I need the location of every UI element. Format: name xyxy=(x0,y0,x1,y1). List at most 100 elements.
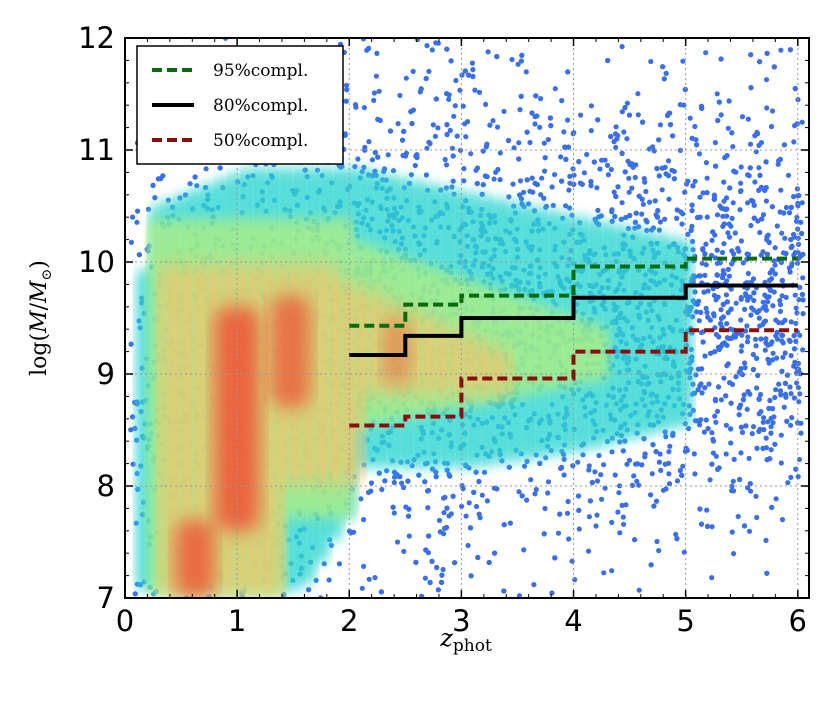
scatter-point xyxy=(371,90,377,96)
scatter-point xyxy=(549,184,555,190)
scatter-point xyxy=(618,216,624,222)
scatter-point xyxy=(470,73,476,80)
scatter-point xyxy=(313,577,319,583)
scatter-point xyxy=(670,432,676,438)
scatter-point xyxy=(753,493,759,499)
scatter-point xyxy=(529,175,535,181)
scatter-point xyxy=(565,144,572,150)
scatter-point xyxy=(662,429,668,435)
scatter-point xyxy=(630,164,636,170)
scatter-point xyxy=(757,323,763,329)
scatter-point xyxy=(587,498,594,504)
y-axis-label-prefix: log( xyxy=(27,333,52,376)
scatter-point xyxy=(487,122,493,128)
scatter-point xyxy=(731,456,737,462)
scatter-point xyxy=(746,455,752,461)
y-tick-label: 12 xyxy=(78,21,115,55)
y-tick-label: 8 xyxy=(97,469,115,503)
x-axis-label: zphot xyxy=(439,624,492,656)
scatter-point xyxy=(132,591,138,597)
scatter-point xyxy=(665,173,672,179)
scatter-point xyxy=(746,528,753,534)
scatter-point xyxy=(486,559,492,566)
scatter-point xyxy=(724,363,730,369)
scatter-point xyxy=(782,350,788,356)
scatter-point xyxy=(791,346,798,352)
scatter-point xyxy=(757,229,763,236)
scatter-point xyxy=(624,100,631,106)
legend-label-80: 80%compl. xyxy=(213,96,308,116)
scatter-point xyxy=(567,173,573,179)
scatter-point xyxy=(369,157,375,163)
scatter-point xyxy=(155,176,161,182)
scatter-point xyxy=(550,202,556,209)
scatter-point xyxy=(521,547,527,553)
scatter-point xyxy=(748,52,754,58)
scatter-point xyxy=(430,122,436,128)
scatter-point xyxy=(483,101,489,107)
scatter-point xyxy=(721,179,727,185)
scatter-point xyxy=(438,579,445,586)
scatter-point xyxy=(422,479,428,485)
scatter-point xyxy=(768,123,775,130)
scatter-point xyxy=(745,172,751,178)
scatter-point xyxy=(694,214,701,221)
scatter-point xyxy=(494,124,501,130)
scatter-point xyxy=(405,478,411,484)
scatter-point xyxy=(781,404,787,410)
scatter-point xyxy=(720,314,727,320)
density-band xyxy=(578,319,596,385)
scatter-point xyxy=(390,168,397,174)
scatter-point xyxy=(435,587,441,593)
scatter-point xyxy=(730,144,736,150)
scatter-point xyxy=(739,114,746,120)
scatter-point xyxy=(614,136,620,142)
scatter-point xyxy=(366,576,372,582)
scatter-point xyxy=(608,133,614,140)
scatter-point xyxy=(793,320,799,326)
scatter-point xyxy=(585,548,592,554)
scatter-point xyxy=(406,533,412,539)
density-band xyxy=(427,318,445,397)
scatter-point xyxy=(615,184,621,190)
scatter-point xyxy=(567,180,573,186)
scatter-point xyxy=(685,231,691,237)
scatter-point xyxy=(613,124,619,130)
scatter-point xyxy=(784,418,790,424)
scatter-point xyxy=(532,180,538,186)
scatter-point xyxy=(375,116,381,122)
scatter-point xyxy=(721,241,727,247)
scatter-point xyxy=(698,381,704,387)
scatter-point xyxy=(779,293,785,299)
scatter-point xyxy=(409,120,415,127)
scatter-point xyxy=(468,573,474,579)
scatter-point xyxy=(692,390,698,396)
density-band xyxy=(333,276,351,486)
scatter-point xyxy=(597,166,603,172)
scatter-point xyxy=(419,593,425,598)
scatter-point xyxy=(761,415,767,421)
scatter-point xyxy=(787,47,794,53)
scatter-point xyxy=(674,207,680,213)
scatter-point xyxy=(619,200,625,206)
scatter-point xyxy=(539,175,545,181)
scatter-point xyxy=(726,273,733,279)
scatter-point xyxy=(423,172,429,178)
scatter-point xyxy=(433,96,439,102)
scatter-point xyxy=(703,50,709,56)
scatter-point xyxy=(769,357,776,363)
scatter-point xyxy=(518,93,524,99)
scatter-point xyxy=(132,425,138,432)
scatter-point xyxy=(493,169,499,175)
scatter-point xyxy=(745,389,751,395)
scatter-point xyxy=(656,459,663,465)
scatter-point xyxy=(702,272,708,278)
scatter-point xyxy=(789,260,795,266)
scatter-point xyxy=(754,309,760,315)
scatter-point xyxy=(650,144,656,150)
y-tick-label: 9 xyxy=(97,357,115,391)
scatter-point xyxy=(765,419,771,425)
scatter-point xyxy=(659,187,665,193)
scatter-point xyxy=(726,234,733,240)
scatter-point xyxy=(738,188,744,194)
